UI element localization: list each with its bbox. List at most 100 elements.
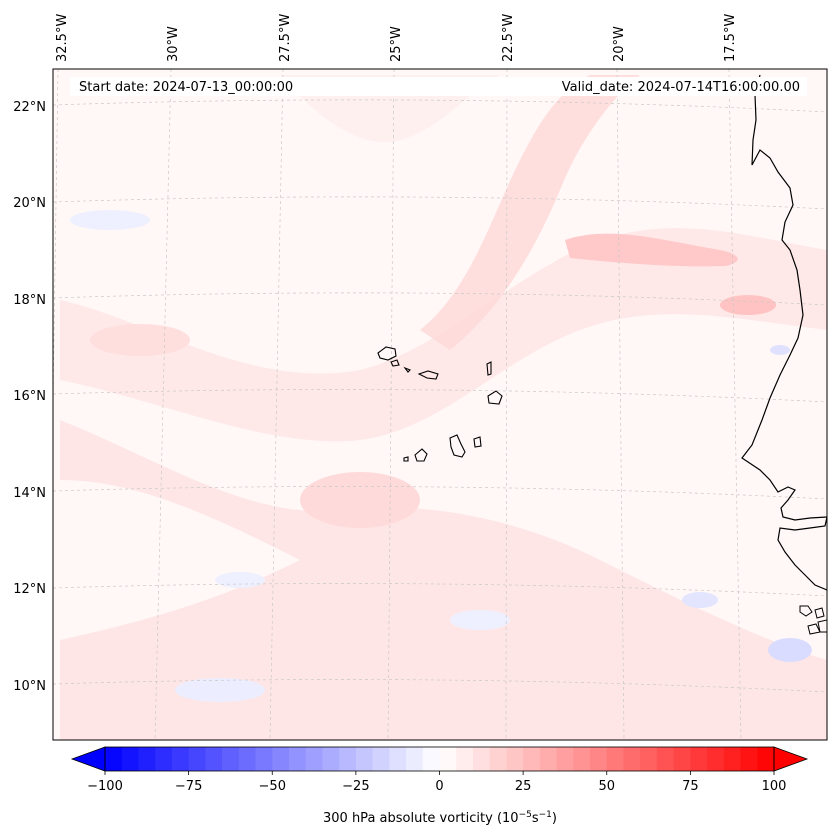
colorbar-cell [272, 747, 290, 771]
island-sao-vicente [390, 359, 400, 367]
lon-label-30w: 30°W [166, 26, 181, 62]
negative-vorticity-patch [768, 638, 812, 662]
negative-vorticity-patch [175, 678, 265, 702]
vorticity-max-center [300, 472, 420, 528]
colorbar-tick-label: 100 [762, 779, 787, 794]
lat-label-16n: 16°N [13, 389, 46, 404]
lon-label-22-5w: 22.5°W [501, 14, 516, 62]
colorbar-cell [489, 747, 507, 771]
colorbar-title-unit: s [532, 811, 539, 826]
negative-vorticity-patch [215, 572, 265, 588]
vorticity-max-coast [720, 295, 776, 315]
colorbar-cell [656, 747, 675, 771]
colorbar-cell [506, 747, 524, 771]
colorbar-cell [673, 747, 691, 771]
island-maio [473, 436, 482, 448]
colorbar-cell [456, 747, 474, 771]
colorbar-tick-label: 0 [435, 779, 443, 794]
colorbar-cell [222, 747, 240, 771]
colorbar-tick-label: 75 [682, 779, 699, 794]
bijagos-islands [799, 605, 827, 635]
vorticity-max-18n [565, 233, 738, 267]
island-boa-vista [487, 390, 503, 405]
lat-label-14n: 14°N [13, 486, 46, 501]
negative-vorticity-patch [450, 610, 510, 630]
colorbar-title-prefix: 300 hPa absolute vorticity (10 [323, 811, 519, 826]
island-fogo [414, 448, 428, 462]
meridian [505, 69, 508, 740]
lon-label-17-5w: 17.5°W [723, 14, 738, 62]
colorbar-title: 300 hPa absolute vorticity (10−5s−1) [323, 810, 557, 826]
colorbar-cell [556, 747, 574, 771]
colorbar-cell [339, 747, 357, 771]
colorbar-cell [322, 747, 340, 771]
colorbar-cell [288, 747, 307, 771]
island-sal [486, 361, 492, 376]
meridian [269, 69, 284, 740]
lon-label-20w: 20°W [612, 26, 627, 62]
colorbar-tick-label: −50 [259, 779, 286, 794]
colorbar-cell [439, 747, 457, 771]
vorticity-band-south [60, 420, 827, 740]
colorbar-cell [188, 747, 206, 771]
colorbar-ticks: −100 −75 −50 −25 0 25 50 75 100 [87, 771, 786, 794]
colorbar-cell [623, 747, 641, 771]
parallel [53, 99, 827, 113]
meridian [728, 69, 742, 740]
parallel [53, 389, 827, 403]
colorbar-cell [121, 747, 139, 771]
meridian [387, 69, 395, 740]
vorticity-streak-diagonal [420, 75, 640, 350]
vorticity-field [53, 69, 827, 740]
colorbar-extend-high [773, 746, 809, 772]
parallel [53, 292, 827, 306]
colorbar-tick-label: −25 [342, 779, 369, 794]
vorticity-west-patch [90, 324, 190, 356]
colorbar-cell [138, 747, 156, 771]
colorbar-cell [690, 747, 708, 771]
colorbar-tick-label: −100 [87, 779, 123, 794]
colorbar-cell [372, 747, 390, 771]
colorbar-cell [707, 747, 725, 771]
lat-label-20n: 20°N [13, 196, 46, 211]
negative-vorticity-patch [770, 345, 790, 355]
lat-label-10n: 10°N [13, 679, 46, 694]
colorbar-title-exp1: −5 [519, 810, 532, 820]
longitude-labels: 32.5°W 30°W 27.5°W 25°W 22.5°W 20°W 17.5… [55, 14, 738, 62]
map-frame [52, 68, 828, 741]
colorbar-cell [606, 747, 624, 771]
negative-vorticity-patch [70, 210, 150, 230]
start-date-label: Start date: 2024-07-13_00:00:00 [79, 80, 293, 95]
colorbar-cell [640, 747, 658, 771]
lat-label-22n: 22°N [13, 100, 46, 115]
colorbar-cell [171, 747, 190, 771]
colorbar-tick-label: 50 [598, 779, 615, 794]
parallel [53, 486, 827, 500]
colorbar-cell [723, 747, 741, 771]
meridian [616, 69, 625, 740]
colorbar-cell [472, 747, 491, 771]
valid-date-label: Valid_date: 2024-07-14T16:00:00.00 [562, 80, 800, 95]
map-panel: Start date: 2024-07-13_00:00:00 Valid_da… [13, 14, 828, 741]
colorbar-title-suffix: ) [552, 811, 557, 826]
graticule [53, 69, 827, 740]
latitude-labels: 22°N 20°N 18°N 16°N 14°N 12°N 10°N [13, 100, 46, 694]
lon-label-27-5w: 27.5°W [278, 14, 293, 62]
colorbar-tick-label: −75 [175, 779, 202, 794]
island-santo-antao [377, 346, 397, 361]
lat-label-18n: 18°N [13, 293, 46, 308]
lat-label-12n: 12°N [13, 582, 46, 597]
date-header-box [70, 77, 807, 96]
colorbar-cell [255, 747, 273, 771]
colorbar-cell [105, 747, 123, 771]
island-santa-luzia [403, 366, 411, 373]
negative-vorticity-patch [682, 592, 718, 608]
colorbar-cell [205, 747, 223, 771]
colorbar-cell [757, 747, 775, 771]
colorbar-tick-label: 25 [515, 779, 532, 794]
colorbar-cell [539, 747, 557, 771]
colorbar-cell [355, 747, 374, 771]
colorbar: −100 −75 −50 −25 0 25 50 75 100 300 hPa absolute… [70, 746, 809, 826]
colorbar-cell [389, 747, 407, 771]
cape-verde-islands [377, 346, 503, 462]
